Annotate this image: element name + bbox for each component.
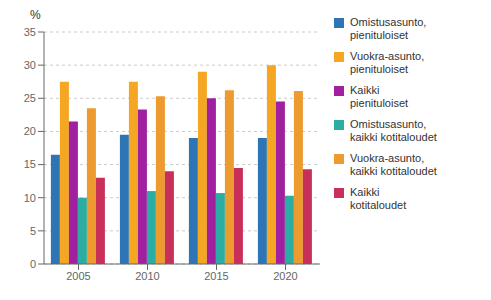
svg-text:2015: 2015 [204, 270, 228, 282]
svg-text:2020: 2020 [273, 270, 297, 282]
svg-text:35: 35 [24, 26, 36, 38]
html-text:Vuokra-asunto, kaikki kotitalo: Vuokra-asunto, kaikki kotitaloudet [350, 152, 437, 177]
svg-text:0: 0 [30, 258, 36, 270]
html-text:Kaikki pienituloiset: Kaikki pienituloiset [350, 84, 409, 109]
svg-text:30: 30 [24, 59, 36, 71]
html-text:Omistusasunto, kaikki kotitalo: Omistusasunto, kaikki kotitaloudet [350, 118, 437, 143]
svg-text:5: 5 [30, 225, 36, 237]
svg-text:2010: 2010 [135, 270, 159, 282]
svg-text:2005: 2005 [66, 270, 90, 282]
html-text:Omistusasunto, pienituloiset: Omistusasunto, pienituloiset [350, 16, 427, 41]
svg-text:10: 10 [24, 192, 36, 204]
svg-text:25: 25 [24, 92, 36, 104]
svg-text:15: 15 [24, 158, 36, 170]
html-text:Vuokra-asunto, pienituloiset: Vuokra-asunto, pienituloiset [350, 50, 425, 75]
html-text:Kaikki kotitaloudet: Kaikki kotitaloudet [350, 186, 407, 211]
svg-text:20: 20 [24, 125, 36, 137]
